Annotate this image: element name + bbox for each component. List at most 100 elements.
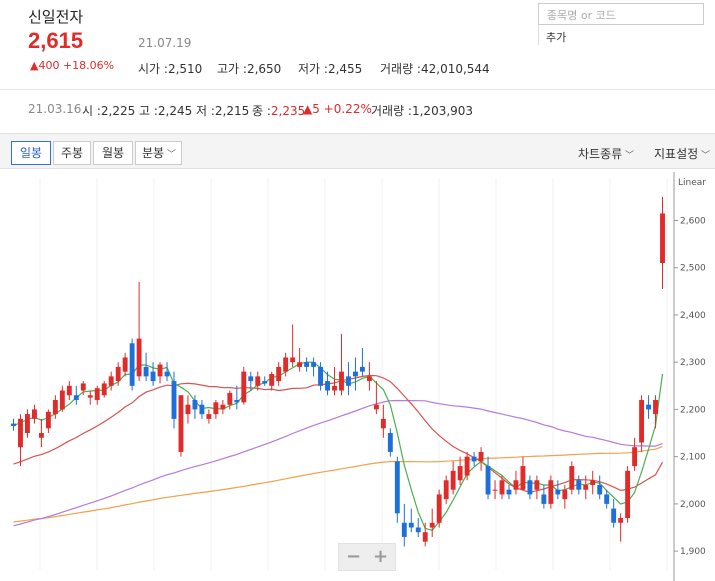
candle-body xyxy=(471,456,477,462)
tab-minute[interactable]: 분봉 ﹀ xyxy=(135,141,182,165)
y-tick-label: 2,000 xyxy=(680,500,706,510)
candlestick-chart[interactable]: Linear 2,600 2,500 2,400 2,300 2,200 2,100 2,00… xyxy=(0,170,715,581)
candle-body xyxy=(18,418,23,448)
chevron-down-icon: ﹀ xyxy=(622,151,635,161)
scale-label: Linear xyxy=(678,178,706,188)
prev-volume: 거래량 :1,203,903 xyxy=(371,104,474,118)
tab-weekly[interactable]: 주봉 xyxy=(53,141,91,165)
candle-body xyxy=(415,527,421,533)
candle-body xyxy=(401,522,407,537)
high-price: 고가 :2,650 xyxy=(217,62,282,76)
candle-body xyxy=(178,395,184,452)
ma20-line xyxy=(13,374,664,493)
candle-body xyxy=(94,388,100,400)
indicator-settings-menu[interactable]: 지표설정 ﹀ xyxy=(654,147,711,161)
candle-body xyxy=(380,418,386,429)
candle-body xyxy=(422,532,428,542)
candle-body xyxy=(255,376,261,386)
candle-body xyxy=(604,494,610,504)
candle-body xyxy=(562,489,568,500)
candle-body xyxy=(311,362,317,367)
candle-body xyxy=(478,451,484,462)
candle-body xyxy=(87,395,93,398)
price-change: ▲400 +18.06% xyxy=(30,59,115,72)
candle-body xyxy=(150,371,156,382)
y-tick-label: 2,100 xyxy=(680,453,706,463)
tab-monthly[interactable]: 월봉 xyxy=(93,141,133,165)
candle-body xyxy=(548,480,554,504)
candle-body xyxy=(234,399,240,403)
y-tick-label: 2,500 xyxy=(680,264,706,274)
zoom-out-button[interactable]: − xyxy=(346,546,362,567)
stock-name: 신일전자 xyxy=(28,8,84,26)
candle-body xyxy=(276,366,282,382)
low-price: 저가 :2,455 xyxy=(298,62,363,76)
candle-body xyxy=(576,480,582,490)
candle-body xyxy=(429,522,435,528)
candle-body xyxy=(101,383,107,396)
candle-body xyxy=(31,409,37,419)
candle-body xyxy=(394,461,400,514)
candle-body xyxy=(11,423,16,426)
candle-body xyxy=(625,470,631,519)
chevron-down-icon: ﹀ xyxy=(698,151,711,161)
candle-body xyxy=(590,480,596,485)
candle-body xyxy=(499,480,505,495)
candle-body xyxy=(569,466,575,490)
y-tick-label: 1,900 xyxy=(680,547,706,557)
candle-body xyxy=(290,357,296,363)
ma5-line xyxy=(13,361,664,531)
candle-body xyxy=(373,404,379,410)
candle-body xyxy=(220,404,226,410)
candle-body xyxy=(304,362,310,367)
candle-body xyxy=(325,381,330,391)
prev-open: 시 :2,225 xyxy=(82,104,136,118)
candle-body xyxy=(527,480,533,495)
open-price: 시가 :2,510 xyxy=(138,62,203,76)
candle-body xyxy=(157,364,163,377)
chevron-down-icon: ﹀ xyxy=(164,150,176,160)
candle-body xyxy=(185,404,191,415)
candle-body xyxy=(318,366,323,386)
candle-body xyxy=(492,489,498,491)
candle-body xyxy=(513,480,519,490)
candle-body xyxy=(122,357,128,372)
candle-body xyxy=(555,489,561,495)
candle-body xyxy=(227,392,233,405)
stock-search-input[interactable]: 종목명 or 코드 xyxy=(538,3,704,25)
candle-body xyxy=(436,494,442,523)
quote-date: 21.07.19 xyxy=(138,36,192,50)
prev-change: ▲5 +0.22% xyxy=(303,102,372,116)
candle-body xyxy=(206,414,212,419)
volume: 거래량 :42,010,544 xyxy=(380,62,490,76)
candle-body xyxy=(213,402,219,415)
candle-body xyxy=(464,456,470,476)
zoom-in-button[interactable]: + xyxy=(373,546,389,567)
candle-body xyxy=(136,338,142,377)
candle-body xyxy=(59,390,65,410)
tab-daily[interactable]: 일봉 xyxy=(11,141,51,165)
candle-body xyxy=(129,343,135,386)
candle-body xyxy=(297,362,303,367)
candle-body xyxy=(639,399,645,443)
chart-type-menu[interactable]: 차트종류 ﹀ xyxy=(578,147,635,161)
candle-body xyxy=(387,433,393,452)
y-tick-label: 2,600 xyxy=(680,217,706,227)
candle-body xyxy=(353,371,358,377)
candle-body xyxy=(457,466,463,481)
candle-body xyxy=(192,399,198,410)
candle-body xyxy=(143,366,149,377)
divider xyxy=(538,25,539,45)
candle-body xyxy=(583,484,589,490)
candle-body xyxy=(366,376,372,382)
prev-low: 저 :2,215 xyxy=(196,104,250,118)
candle-body xyxy=(632,447,638,467)
candle-body xyxy=(597,484,603,495)
candle-body xyxy=(618,518,624,523)
price-chart[interactable]: Linear 2,600 2,500 2,400 2,300 2,200 2,100 2,00… xyxy=(0,170,715,581)
candle-body xyxy=(485,466,491,495)
candle-body xyxy=(108,376,114,386)
add-button[interactable]: 추가 xyxy=(546,31,567,44)
candle-body xyxy=(283,357,289,372)
candle-body xyxy=(346,376,351,386)
